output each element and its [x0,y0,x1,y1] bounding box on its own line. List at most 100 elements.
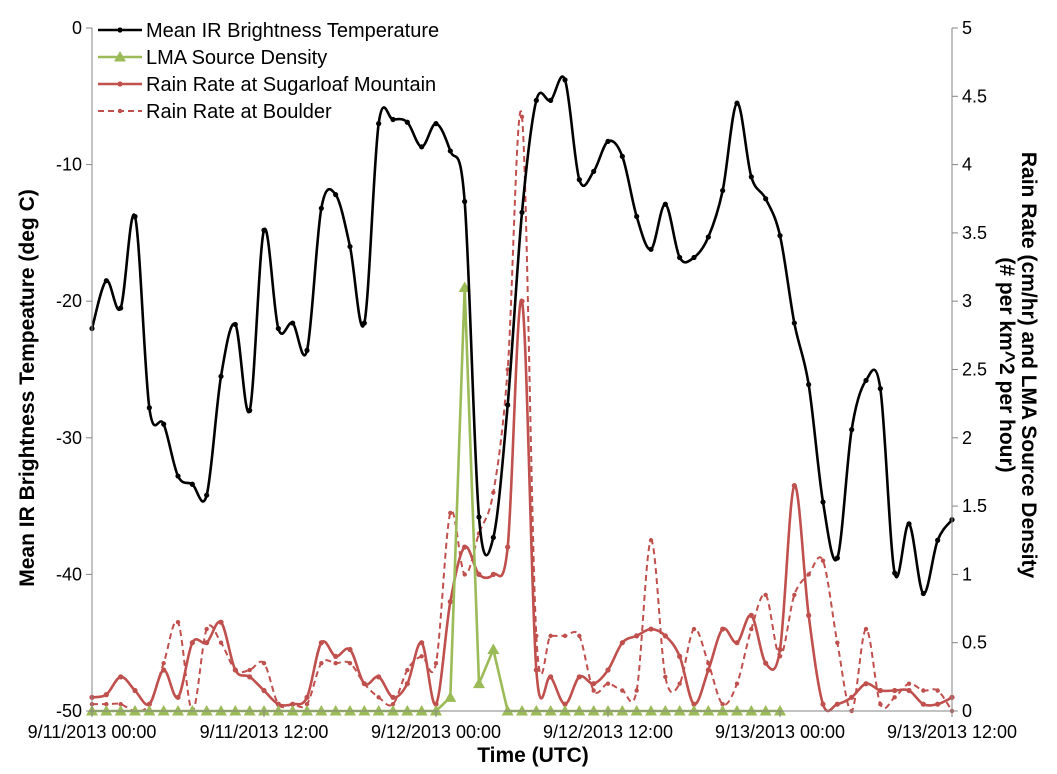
x-tick-label: 9/12/2013 12:00 [543,722,673,742]
data-point [691,626,697,632]
data-point [892,687,898,694]
data-point [662,201,668,207]
data-point [376,695,381,700]
data-point [820,701,826,707]
data-point [806,612,812,618]
data-point [329,705,342,716]
data-point [186,705,199,716]
data-point [573,705,586,716]
data-point [304,694,310,700]
data-point [505,402,511,408]
data-point [161,421,167,427]
y-left-tick-label: -40 [56,564,82,584]
y-right-tick-label: 0 [962,701,972,721]
data-point [487,643,500,655]
data-point [462,544,468,550]
data-point [906,681,912,686]
data-point [673,705,686,716]
data-point [605,667,611,673]
data-point [118,305,124,311]
data-point [648,626,654,632]
data-point [218,640,224,645]
y-left-tick-label: -10 [56,155,82,175]
data-point [387,705,399,716]
data-point [677,653,683,659]
data-point [229,705,242,716]
data-point [448,510,453,516]
data-point [533,667,539,673]
data-point [605,138,611,144]
y-left-tick-label: 0 [72,18,82,38]
data-point [734,640,740,646]
data-point [401,705,414,716]
data-point [688,705,700,716]
data-point [777,646,783,653]
data-point [129,705,141,716]
data-point [906,687,912,694]
data-point [562,633,568,639]
data-point [132,213,138,220]
data-point [189,481,195,487]
y-left-tick-label: -30 [56,428,82,448]
data-point [290,320,296,326]
data-point [232,321,238,328]
data-point [792,592,797,598]
y-right-tick-label: 2.5 [962,360,987,380]
y-left-axis-title: Mean IR Brightness Tempeature (deg C) [16,189,39,587]
data-point [462,198,468,205]
data-point [114,705,127,716]
data-point [662,633,668,639]
data-point [118,674,124,680]
data-point [433,701,439,707]
data-point [146,405,152,411]
data-point [347,646,353,653]
data-point [834,701,840,707]
data-point [533,97,539,103]
data-point [548,674,554,680]
data-point [175,473,181,479]
data-point [415,705,428,716]
data-point [232,667,238,673]
data-point [247,407,253,414]
data-point [447,148,453,154]
data-point [906,521,912,527]
data-point [878,701,883,707]
data-point [716,705,729,716]
data-point [247,674,253,680]
data-point [691,701,697,707]
y-right-tick-label: 1.5 [962,496,987,516]
data-point [630,705,643,716]
data-point [748,174,754,180]
data-point [763,660,769,666]
data-point [763,196,769,202]
data-point [218,373,224,379]
data-point [677,254,683,261]
data-point [806,572,811,577]
legend-label: LMA Source Density [146,47,327,69]
data-point [344,705,356,716]
series-line [91,298,953,713]
data-point [877,687,883,694]
data-point [100,705,113,716]
data-point [774,705,786,716]
data-point [734,681,740,686]
data-point [648,246,654,252]
x-axis-title: Time (UTC) [477,744,589,767]
data-point [734,100,740,106]
series-line [92,286,780,713]
data-point [702,705,715,716]
legend-item: Rain Rate at Sugarloaf Mountain [98,74,436,96]
data-point [759,705,772,716]
data-point [544,705,557,716]
data-point [272,705,285,716]
data-point [591,688,596,693]
data-point [820,558,826,563]
series-line [90,75,954,595]
data-point [731,705,743,716]
data-point [720,701,725,707]
data-point [376,121,382,127]
data-point [286,705,299,716]
data-point [376,674,382,680]
legend-marker [114,51,126,62]
data-point [634,633,640,639]
